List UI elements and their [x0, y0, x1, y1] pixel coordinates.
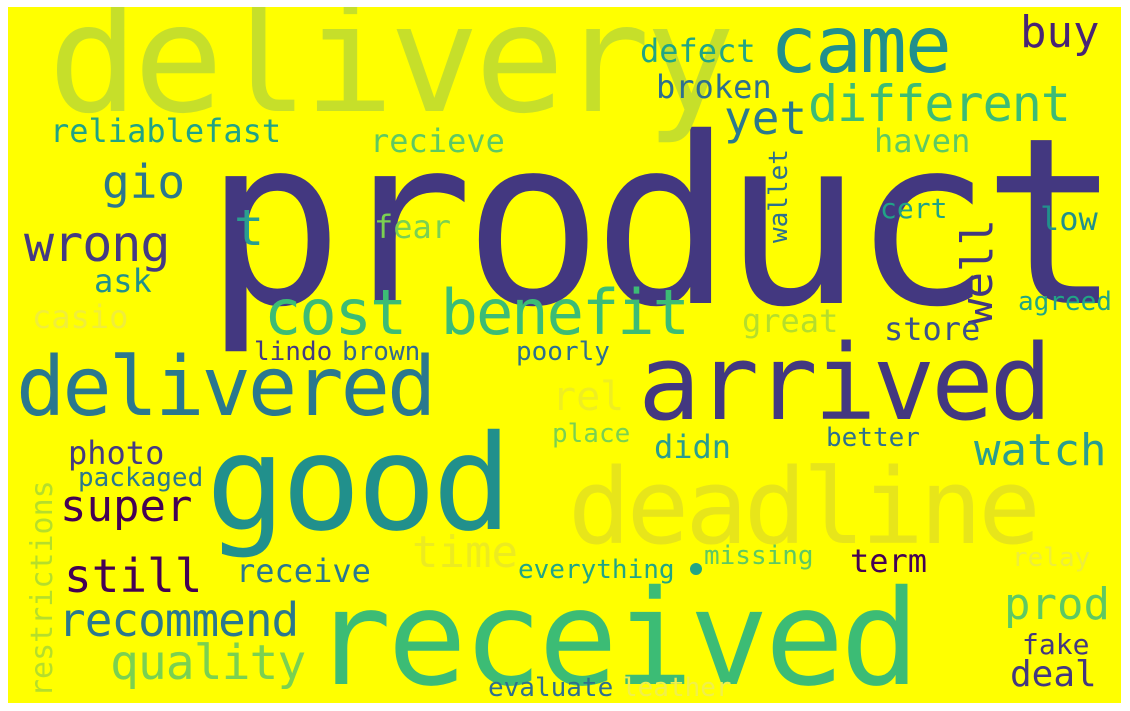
word-store: store [884, 310, 981, 348]
word-missing: missing [704, 541, 814, 571]
word-poorly: poorly [516, 337, 610, 367]
word-buy: buy [1020, 7, 1100, 58]
word-lindo: lindo [254, 337, 333, 367]
word-watch: watch [974, 425, 1107, 476]
word-different: different [808, 75, 1071, 133]
word-delivery: delivery [48, 7, 735, 147]
word-super: super [60, 481, 193, 532]
word-rel: rel [552, 374, 625, 420]
word-prod: prod [1004, 579, 1110, 630]
word-product: product [204, 88, 1121, 358]
word-reliablefast: reliablefast [50, 112, 282, 150]
word-quality: quality [110, 635, 306, 691]
word-term: term [850, 542, 928, 580]
dot-mark [690, 563, 702, 575]
word-t: t [234, 199, 265, 257]
word-good: good [206, 407, 512, 561]
word-yet: yet [724, 91, 808, 145]
word-packaged: packaged [78, 463, 204, 493]
word-better: better [826, 423, 920, 453]
word-gio: gio [102, 155, 186, 209]
word-cert: cert [880, 192, 948, 225]
word-low: low [1040, 200, 1098, 238]
word-recommend: recommend [58, 593, 299, 647]
word-wallet: wallet [764, 149, 794, 243]
word-still: still [64, 549, 203, 603]
word-defect: defect [640, 32, 756, 70]
word-wrong: wrong [24, 215, 171, 273]
word-deal: deal [1010, 654, 1097, 695]
word-receive: receive [236, 552, 371, 590]
word-ask: ask [94, 262, 152, 300]
word-cost-benefit: cost benefit [264, 276, 690, 349]
word-haven: haven [874, 122, 971, 160]
word-fake: fake [1022, 628, 1090, 661]
word-came: came [770, 7, 952, 91]
word-brown: brown [342, 337, 421, 367]
word-casio: casio [32, 298, 129, 336]
word-didn: didn [654, 428, 732, 466]
word-recieve: recieve [370, 122, 505, 160]
word-received: received [312, 562, 920, 703]
word-deadline: deadline [568, 446, 1041, 568]
word-delivered: delivered [16, 340, 436, 435]
word-time: time [412, 527, 518, 578]
word-restrictions: restrictions [25, 480, 60, 697]
word-photo: photo [68, 434, 165, 472]
word-relay: relay [1012, 543, 1091, 573]
word-great: great [742, 302, 839, 340]
word-arrived: arrived [638, 322, 1052, 444]
word-place: place [552, 419, 631, 449]
word-leather: leather [622, 673, 732, 703]
word-everything: everything [518, 555, 675, 585]
word-cloud: product delivery received good arrived d… [8, 7, 1121, 703]
word-evaluate: evaluate [488, 673, 614, 703]
word-agreed: agreed [1018, 287, 1112, 317]
word-broken: broken [656, 68, 772, 106]
word-fear: fear [374, 208, 452, 246]
